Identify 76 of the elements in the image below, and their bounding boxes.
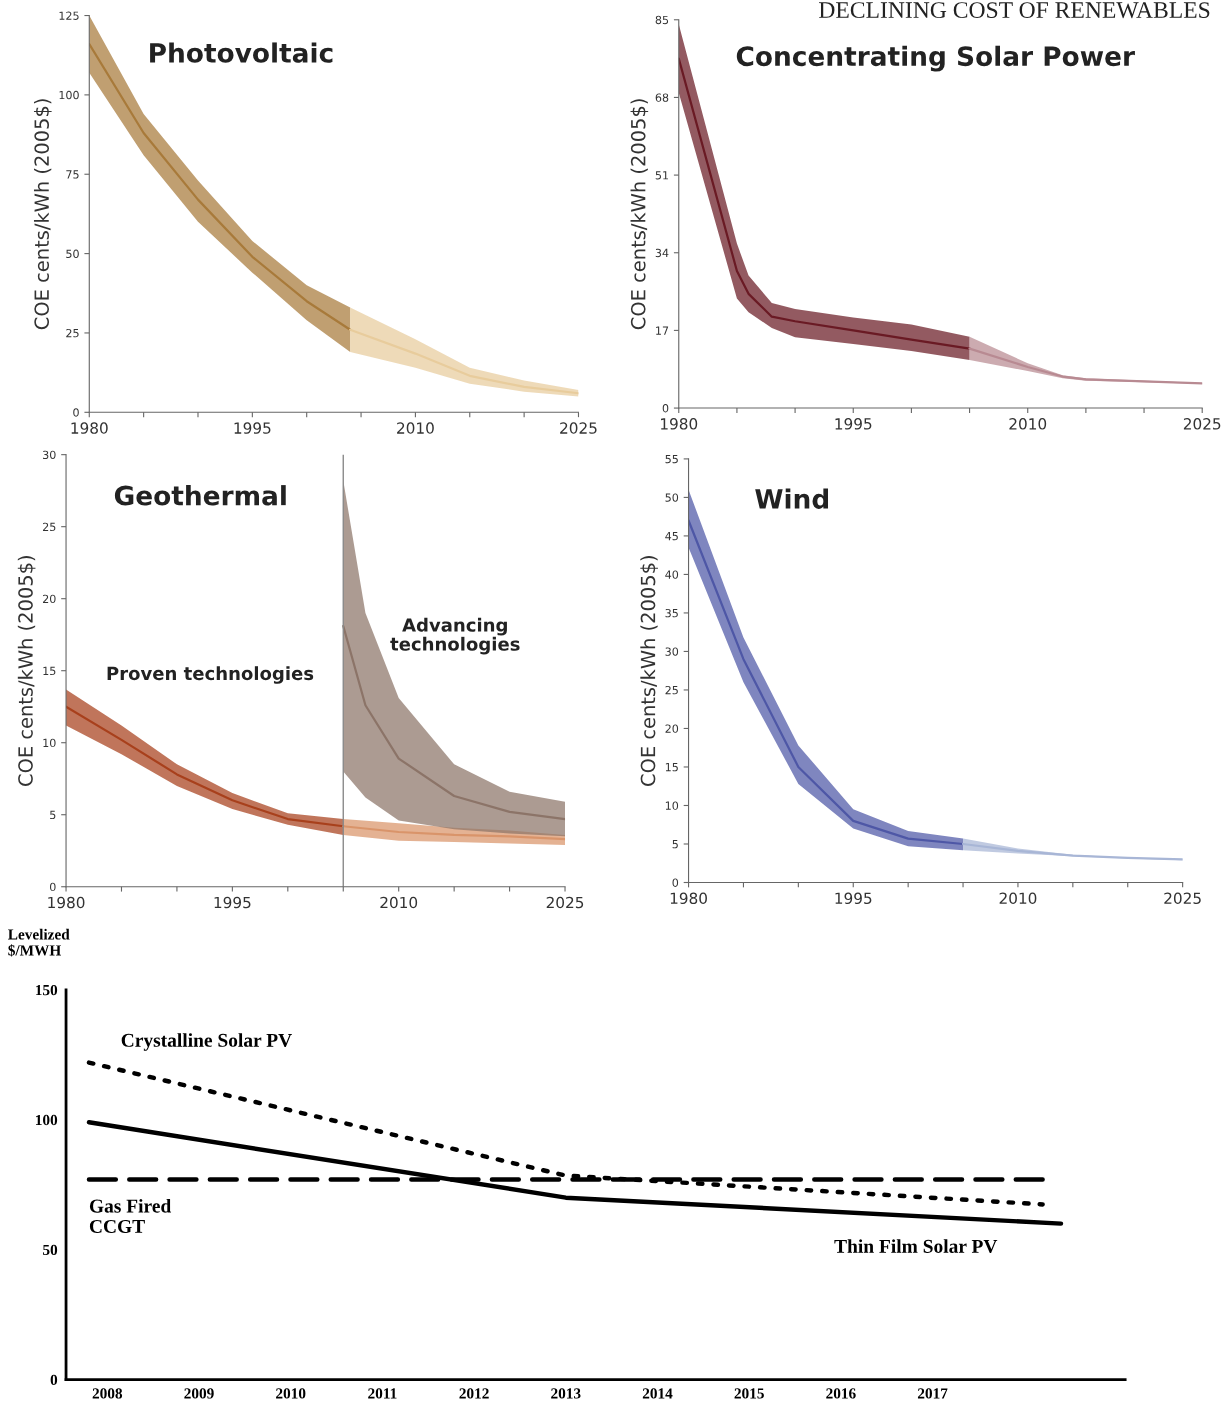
annotation: Proven technologies — [107, 666, 314, 684]
x-tick-label: 1995 — [835, 892, 872, 905]
text: Photovoltaic — [150, 42, 333, 63]
x-tick-label: 2011 — [368, 1388, 397, 1399]
x-tick-label: 2012 — [459, 1388, 489, 1399]
x-tick-label: 2009 — [184, 1388, 214, 1399]
text: Wind — [755, 488, 829, 509]
y-axis-title: COE cents/kWh (2005$) — [630, 99, 649, 330]
y-tick-label: 125 — [59, 11, 79, 20]
y-tick-label: 50 — [43, 1244, 58, 1256]
x-tick-label: 2017 — [917, 1388, 948, 1399]
x-tick-label: 2015 — [734, 1388, 764, 1399]
y-axis-title: COE cents/kWh (2005$) — [33, 99, 52, 330]
x-tick-label: 1980 — [71, 422, 108, 434]
x-tick-label: 2013 — [551, 1388, 581, 1399]
y-tick-label: 40 — [665, 570, 679, 579]
series-label: Thin Film Solar PV — [834, 1239, 998, 1254]
series-label: Crystalline Solar PV — [121, 1033, 292, 1051]
y-tick-label: 0 — [672, 878, 679, 887]
text: Concentrating Solar Power — [736, 45, 1135, 72]
x-tick-label: 1995 — [835, 418, 872, 430]
y-tick-label: 10 — [43, 738, 56, 748]
y-tick-label: 0 — [662, 404, 669, 413]
y-tick-label: 30 — [43, 450, 56, 460]
y-tick-label: 15 — [665, 763, 678, 772]
y-tick-label: 100 — [36, 1114, 58, 1126]
y-tick-label: 25 — [66, 328, 79, 338]
y-tick-label: 50 — [66, 249, 79, 258]
y-tick-label: 50 — [665, 493, 679, 502]
x-tick-label: 2025 — [560, 422, 597, 434]
x-tick-label: 2025 — [546, 896, 584, 909]
y-tick-label: 55 — [665, 455, 678, 464]
y-tick-label: 0 — [50, 1374, 58, 1385]
y-axis-title: COE cents/kWh (2005$) — [17, 556, 36, 786]
y-tick-label: 85 — [655, 15, 669, 25]
x-tick-label: 2010 — [999, 892, 1037, 905]
x-tick-label: 2025 — [1183, 418, 1221, 430]
y-tick-label: 0 — [49, 882, 56, 892]
x-tick-label: 1980 — [670, 892, 707, 905]
y-tick-label: 51 — [655, 171, 669, 180]
y-tick-label: 20 — [665, 724, 679, 733]
x-tick-label: 1980 — [48, 896, 85, 909]
x-tick-label: 2008 — [92, 1388, 123, 1399]
series-label: Gas Fired CCGT — [89, 1198, 172, 1233]
y-axis-title: COE cents/kWh (2005$) — [640, 556, 658, 786]
x-tick-label: 2010 — [397, 422, 434, 434]
x-tick-label: 2010 — [380, 896, 418, 909]
x-tick-label: 1995 — [214, 896, 251, 909]
y-tick-label: 25 — [43, 522, 56, 532]
y-tick-label: 17 — [656, 326, 669, 335]
x-tick-label: 2010 — [1009, 418, 1047, 430]
y-tick-label: 30 — [665, 647, 679, 656]
y-tick-label: 10 — [665, 801, 679, 810]
y-tick-label: 5 — [50, 810, 56, 820]
x-tick-label: 1980 — [661, 418, 698, 430]
y-tick-label: 35 — [665, 608, 678, 618]
y-tick-label: 75 — [66, 170, 79, 179]
y-tick-label: 5 — [672, 840, 678, 849]
y-axis-title: Levelized $/MWH — [8, 928, 70, 957]
y-tick-label: 68 — [655, 93, 669, 102]
x-tick-label: 2014 — [642, 1388, 673, 1399]
y-tick-label: 45 — [665, 532, 678, 541]
y-tick-label: 20 — [43, 594, 56, 604]
y-tick-label: 0 — [73, 408, 79, 417]
text: Geothermal — [114, 485, 286, 506]
y-tick-label: 100 — [59, 90, 79, 100]
annotation: Advancing technologies — [390, 617, 520, 655]
y-tick-label: 150 — [36, 984, 58, 996]
x-tick-label: 2010 — [276, 1388, 306, 1399]
text: DECLINING COST OF RENEWABLES — [819, 2, 1210, 19]
y-tick-label: 25 — [665, 685, 678, 695]
x-tick-label: 2016 — [826, 1388, 856, 1399]
y-tick-label: 15 — [43, 666, 56, 676]
x-tick-label: 2025 — [1164, 892, 1201, 905]
y-tick-label: 34 — [655, 248, 669, 258]
x-tick-label: 1995 — [234, 422, 271, 434]
